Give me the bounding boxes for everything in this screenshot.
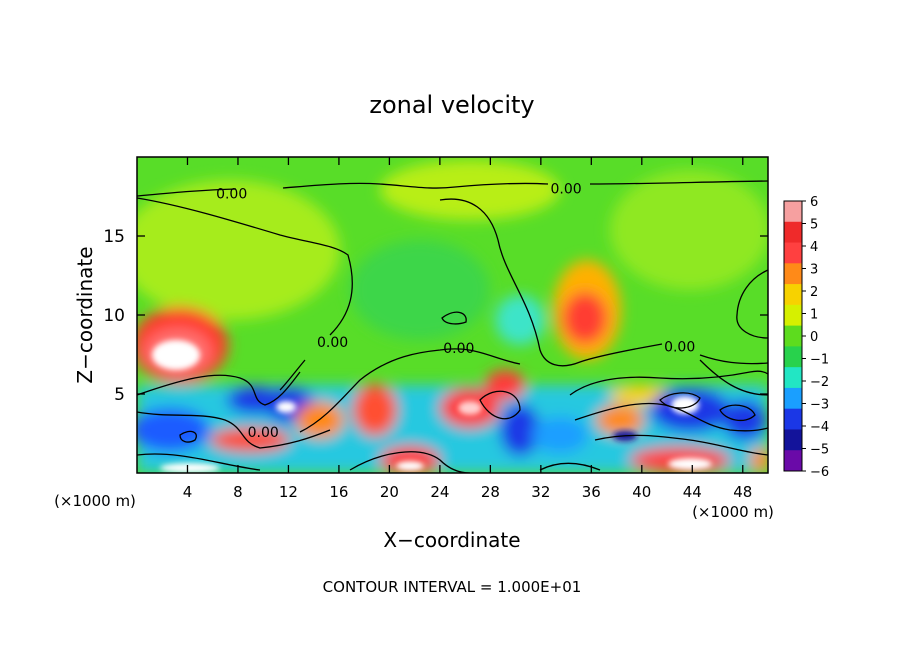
colorbar-swatch [784, 450, 802, 472]
y-axis: 5 10 15 [103, 227, 768, 405]
colorbar-swatch [784, 284, 802, 306]
x-tick-label: 16 [329, 483, 348, 501]
colorbar-swatch [784, 325, 802, 347]
x-tick-label: 32 [531, 483, 550, 501]
colorbar-label: 0 [810, 330, 818, 345]
y-tick-label: 15 [103, 227, 125, 247]
colorbar-swatch [784, 221, 802, 244]
x-tick-label: 20 [380, 483, 399, 501]
y-tick-label: 10 [103, 306, 125, 326]
x-unit-left: (×1000 m) [54, 492, 136, 510]
colorbar-label: 2 [810, 285, 818, 300]
colorbar-swatch [784, 367, 802, 389]
x-tick-label: 4 [183, 483, 193, 501]
x-tick-label: 36 [582, 483, 601, 501]
colorbar-swatch [784, 304, 802, 327]
y-tick-label: 5 [114, 385, 125, 405]
contour-label: 0.00 [443, 341, 474, 357]
y-axis-label: Z−coordinate [73, 246, 97, 383]
colorbar-swatch [784, 408, 802, 430]
x-tick-label: 8 [233, 483, 243, 501]
colorbar-label: −3 [810, 398, 829, 413]
colorbar: 6 5 4 3 2 1 0 −1 −2 −3 −4 −5 −6 [783, 195, 829, 480]
colorbar-label: −5 [810, 443, 829, 458]
colorbar-swatch [784, 387, 802, 410]
x-tick-label: 48 [733, 483, 752, 501]
heatmap-field [137, 157, 768, 473]
colorbar-label: 4 [810, 240, 818, 255]
colorbar-swatch [784, 201, 802, 223]
x-unit-right: (×1000 m) [692, 503, 774, 521]
contour-lines [137, 180, 768, 473]
x-axis: 4 8 12 16 20 24 28 32 36 40 44 48 [183, 157, 752, 501]
colorbar-label: −6 [810, 465, 829, 480]
colorbar-label: 5 [810, 218, 818, 233]
contour-label: 0.00 [664, 340, 695, 356]
chart-title: zonal velocity [369, 91, 534, 119]
contour-label: 0.00 [550, 182, 581, 198]
x-axis-label: X−coordinate [383, 528, 520, 552]
contour-label-group: 0.00 0.00 0.00 0.00 0.00 0.00 [216, 182, 695, 441]
colorbar-label: −1 [810, 353, 829, 368]
colorbar-label: 6 [810, 195, 818, 210]
colorbar-swatch [784, 346, 802, 368]
colorbar-label: 3 [810, 263, 818, 278]
x-tick-label: 12 [279, 483, 298, 501]
colorbar-label: −2 [810, 375, 829, 390]
colorbar-label: −4 [810, 420, 829, 435]
contour-label: 0.00 [248, 425, 279, 441]
colorbar-swatch [784, 242, 802, 264]
x-tick-label: 40 [632, 483, 651, 501]
contour-interval-note: CONTOUR INTERVAL = 1.000E+01 [323, 578, 582, 596]
colorbar-swatch [784, 429, 802, 451]
x-tick-label: 28 [481, 483, 500, 501]
contour-label: 0.00 [216, 186, 247, 202]
colorbar-swatch [784, 263, 802, 285]
x-tick-label: 44 [683, 483, 702, 501]
x-tick-label: 24 [430, 483, 449, 501]
contour-label: 0.00 [317, 335, 348, 351]
colorbar-label: 1 [810, 308, 818, 323]
